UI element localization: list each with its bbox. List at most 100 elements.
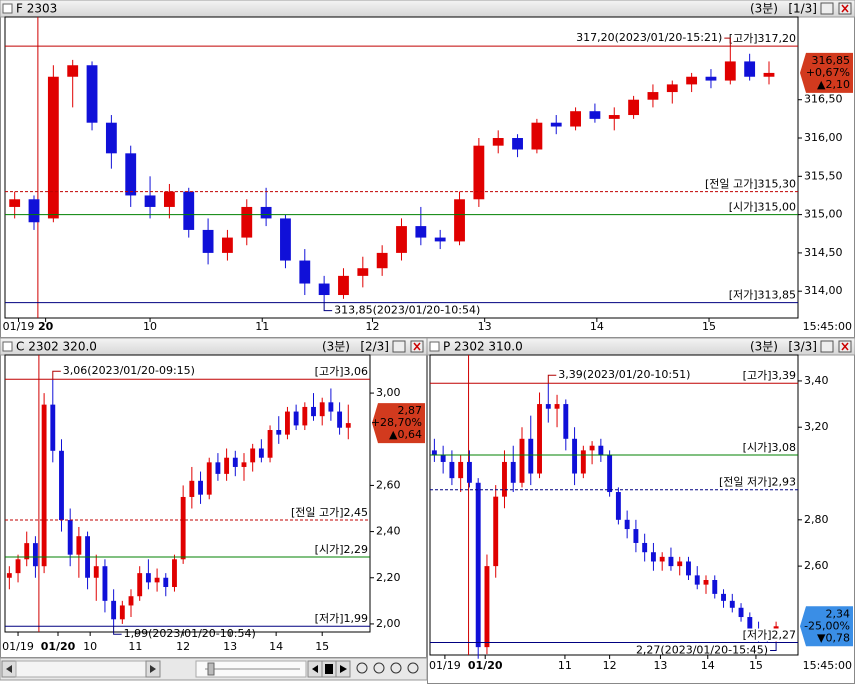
reference-label-bg xyxy=(741,369,797,383)
x-tick-label: 15 xyxy=(702,320,716,333)
reference-label-bg xyxy=(313,612,369,626)
panel-title: C 2302 320.0 xyxy=(16,340,97,354)
price-box-change: -25,00% xyxy=(804,619,850,632)
reference-label: [전일 저가]2,93 xyxy=(719,475,796,489)
reference-label: [저가]1,99 xyxy=(315,612,368,625)
candle-body xyxy=(466,461,472,483)
panel-frame xyxy=(0,338,427,658)
candle-body xyxy=(154,577,160,583)
zoom-fit[interactable] xyxy=(390,662,402,674)
settings-button[interactable] xyxy=(820,2,834,15)
candle-body xyxy=(510,461,516,483)
reference-label-bg xyxy=(727,32,798,46)
candle-body xyxy=(528,438,534,474)
reference-label-bg xyxy=(289,505,369,520)
candle-body xyxy=(415,226,427,238)
reference-label: [시가]3,08 xyxy=(743,441,796,454)
panel-frame xyxy=(0,0,855,338)
header-checkbox[interactable] xyxy=(2,3,13,14)
y-tick-label: 3,00 xyxy=(376,386,401,399)
candle-body xyxy=(545,404,551,409)
price-box-change: +0,67% xyxy=(806,66,850,79)
candle-body xyxy=(338,275,349,296)
zoom-reset[interactable] xyxy=(407,662,419,674)
candle-body xyxy=(554,404,560,409)
candle-body xyxy=(454,199,465,242)
price-box xyxy=(800,606,853,647)
candle-body xyxy=(628,99,640,116)
y-tick-label: 3,40 xyxy=(804,374,829,387)
price-box-label: 316,85 xyxy=(812,54,851,67)
candle-body xyxy=(9,199,21,207)
price-box-diff: ▲2,10 xyxy=(817,78,850,91)
candle-body xyxy=(475,482,481,648)
candle-body xyxy=(668,556,674,567)
candle-body xyxy=(434,237,446,242)
x-tick-label: 01/19 xyxy=(2,640,34,653)
price-box xyxy=(800,52,853,93)
candle-body xyxy=(137,573,143,597)
candle-body xyxy=(396,226,407,253)
panel-page: [2/3] xyxy=(360,340,389,354)
candle-body xyxy=(41,404,47,567)
x-tick-label: 14 xyxy=(590,320,604,333)
candle-body xyxy=(519,438,525,483)
reference-label: [저가]313,85 xyxy=(729,289,796,302)
candle-body xyxy=(293,411,299,426)
candle-body xyxy=(6,573,12,578)
reference-label-bg xyxy=(727,288,798,302)
zoom-out[interactable] xyxy=(373,662,385,674)
candle-body xyxy=(763,72,775,77)
scroll-track[interactable] xyxy=(15,660,147,678)
time-label: 15:45:00 xyxy=(803,659,852,672)
candle-body xyxy=(183,191,195,230)
header-checkbox[interactable] xyxy=(429,341,440,352)
candle-body xyxy=(747,617,753,631)
candle-body xyxy=(163,577,169,587)
header-checkbox[interactable] xyxy=(2,341,13,352)
settings-button[interactable] xyxy=(820,340,834,353)
candle-body xyxy=(32,543,38,567)
candle-body xyxy=(285,411,290,435)
panel-page: [1/3] xyxy=(788,2,817,16)
y-tick-label: 2,80 xyxy=(804,513,829,526)
candle-body xyxy=(302,406,308,426)
plot-area xyxy=(4,354,371,633)
candle-body xyxy=(633,529,639,543)
settings-button[interactable] xyxy=(392,340,406,353)
candle-body xyxy=(357,268,369,276)
note-label: 313,85(2023/01/20-10:54) xyxy=(334,304,480,317)
candle-body xyxy=(258,448,264,458)
note-pointer xyxy=(770,642,777,651)
reference-label: [시가]315,00 xyxy=(729,201,796,214)
zoom-in[interactable] xyxy=(356,662,368,674)
x-tick-label: 14 xyxy=(269,640,283,653)
candle-body xyxy=(28,199,40,223)
candle-body xyxy=(744,61,756,77)
candle-body xyxy=(345,423,351,428)
panel-header: F 2303 (3분) [1/3] xyxy=(0,0,855,18)
reference-label-bg xyxy=(313,542,369,556)
x-tick-label: 12 xyxy=(603,659,617,672)
note-label: 1,99(2023/01/20-10:54) xyxy=(124,627,256,640)
candle-body xyxy=(67,520,73,555)
time-label: 15:45:00 xyxy=(803,320,852,333)
candle-body xyxy=(59,450,64,521)
arrow-icon xyxy=(312,665,318,673)
candle-body xyxy=(376,252,388,269)
candle-body xyxy=(608,115,620,119)
panel-header: C 2302 320.0 (3분) [2/3] xyxy=(0,337,428,356)
slider-thumb[interactable] xyxy=(207,662,215,676)
candle-body xyxy=(215,462,221,474)
reference-label: [고가]317,20 xyxy=(729,32,796,45)
stop-icon xyxy=(325,664,333,674)
candle-body xyxy=(163,191,175,207)
panel-interval: (3분) xyxy=(322,340,350,354)
candle-body xyxy=(241,462,247,467)
note-label: 317,20(2023/01/20-15:21) xyxy=(576,31,722,44)
panel-header: P 2302 310.0 (3분) [3/3] xyxy=(426,337,855,356)
candle-body xyxy=(473,145,485,200)
x-tick-label: 11 xyxy=(255,320,269,333)
candle-body xyxy=(318,283,330,296)
candle-body xyxy=(729,600,735,608)
